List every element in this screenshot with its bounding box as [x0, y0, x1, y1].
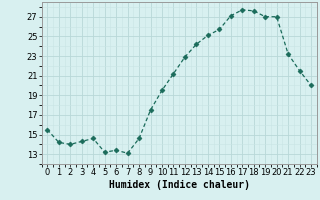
X-axis label: Humidex (Indice chaleur): Humidex (Indice chaleur): [109, 180, 250, 190]
